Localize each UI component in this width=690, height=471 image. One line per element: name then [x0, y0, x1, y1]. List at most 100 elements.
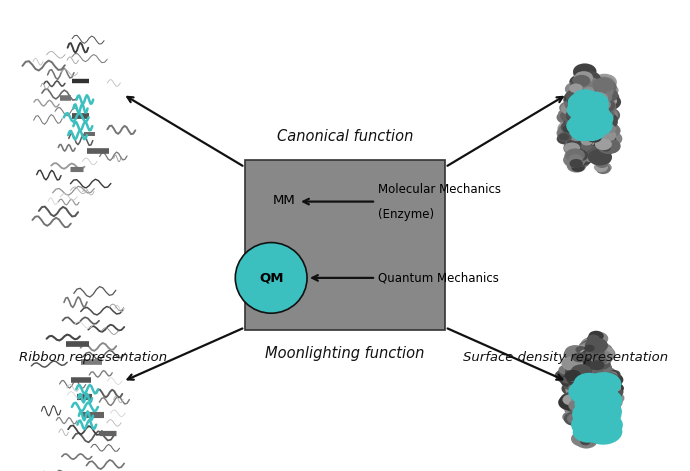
Circle shape	[568, 371, 579, 379]
Circle shape	[576, 414, 590, 423]
Circle shape	[577, 435, 589, 443]
Circle shape	[595, 397, 615, 410]
Circle shape	[578, 386, 589, 393]
Circle shape	[575, 390, 603, 409]
Circle shape	[592, 74, 617, 90]
Circle shape	[569, 143, 583, 153]
Circle shape	[584, 81, 600, 93]
Circle shape	[593, 98, 616, 114]
Circle shape	[569, 365, 584, 376]
Circle shape	[589, 370, 605, 382]
Circle shape	[571, 415, 582, 422]
Circle shape	[588, 134, 607, 147]
Circle shape	[564, 348, 584, 362]
Circle shape	[562, 133, 575, 142]
Circle shape	[590, 405, 618, 423]
Circle shape	[586, 115, 595, 122]
Circle shape	[579, 341, 602, 357]
Circle shape	[589, 80, 607, 91]
Circle shape	[588, 82, 604, 93]
Circle shape	[582, 103, 595, 112]
Circle shape	[562, 111, 582, 124]
Circle shape	[581, 147, 591, 154]
Circle shape	[585, 114, 610, 131]
Circle shape	[585, 411, 598, 420]
Circle shape	[566, 100, 596, 120]
Circle shape	[593, 154, 611, 166]
Circle shape	[582, 128, 599, 139]
Circle shape	[569, 83, 583, 93]
Circle shape	[564, 345, 586, 359]
Circle shape	[594, 384, 609, 395]
Circle shape	[570, 139, 582, 148]
Circle shape	[578, 89, 596, 101]
Circle shape	[596, 159, 609, 168]
Circle shape	[584, 377, 600, 388]
Circle shape	[598, 396, 617, 409]
Circle shape	[560, 372, 572, 380]
Circle shape	[566, 92, 590, 108]
Circle shape	[581, 94, 594, 103]
Circle shape	[585, 387, 615, 408]
Circle shape	[578, 422, 588, 429]
Circle shape	[568, 113, 579, 121]
Circle shape	[578, 115, 601, 131]
Circle shape	[595, 89, 609, 99]
Circle shape	[606, 373, 619, 382]
Circle shape	[594, 162, 608, 172]
Circle shape	[577, 414, 600, 430]
Circle shape	[580, 94, 598, 106]
Circle shape	[569, 112, 601, 134]
Circle shape	[578, 393, 589, 401]
Circle shape	[591, 392, 612, 406]
Circle shape	[568, 382, 586, 394]
Circle shape	[571, 96, 583, 104]
Circle shape	[588, 332, 609, 346]
Circle shape	[596, 341, 608, 350]
Circle shape	[564, 112, 575, 119]
Circle shape	[582, 124, 606, 140]
Circle shape	[595, 115, 608, 124]
Circle shape	[569, 150, 593, 166]
Circle shape	[573, 352, 590, 364]
Circle shape	[573, 418, 591, 430]
Circle shape	[573, 382, 611, 408]
Circle shape	[588, 374, 609, 388]
Circle shape	[593, 390, 611, 403]
Circle shape	[606, 371, 618, 380]
Circle shape	[589, 77, 613, 94]
Circle shape	[571, 377, 607, 403]
Circle shape	[568, 123, 581, 132]
Circle shape	[564, 401, 589, 418]
Circle shape	[568, 370, 586, 383]
Circle shape	[578, 140, 598, 154]
Circle shape	[591, 117, 603, 125]
Circle shape	[573, 99, 594, 114]
Circle shape	[579, 421, 591, 429]
Circle shape	[565, 382, 589, 398]
Circle shape	[573, 369, 594, 384]
Circle shape	[578, 386, 613, 410]
Text: Quantum Mechanics: Quantum Mechanics	[378, 271, 499, 284]
Circle shape	[599, 108, 618, 121]
Circle shape	[579, 85, 601, 100]
Circle shape	[578, 354, 594, 365]
Circle shape	[600, 133, 615, 143]
Circle shape	[566, 405, 577, 412]
FancyBboxPatch shape	[245, 160, 445, 330]
Circle shape	[602, 394, 615, 403]
Circle shape	[596, 395, 615, 407]
Circle shape	[562, 365, 580, 377]
Circle shape	[587, 108, 601, 118]
Circle shape	[582, 104, 610, 122]
Circle shape	[598, 93, 612, 103]
Circle shape	[575, 353, 598, 369]
Circle shape	[583, 414, 595, 423]
Circle shape	[593, 93, 603, 100]
Circle shape	[574, 95, 591, 106]
Circle shape	[571, 118, 594, 134]
Circle shape	[567, 359, 591, 376]
Circle shape	[585, 338, 608, 353]
Circle shape	[595, 142, 611, 153]
Circle shape	[580, 119, 601, 132]
